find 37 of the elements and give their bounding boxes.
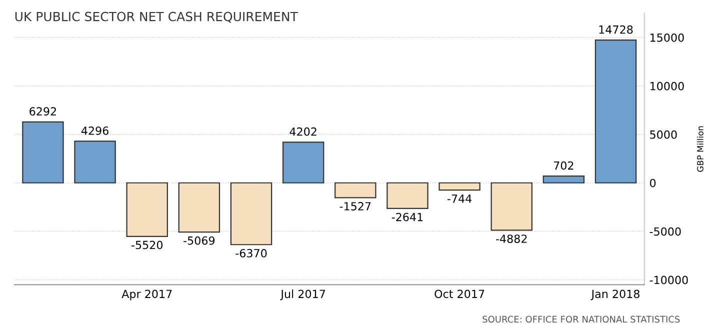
y-tick-label: 10000 — [650, 82, 684, 90]
bar — [334, 182, 376, 198]
source-note: SOURCE: OFFICE FOR NATIONAL STATISTICS — [482, 316, 680, 323]
data-label: 4296 — [81, 126, 108, 135]
bar — [74, 140, 116, 184]
data-label: -744 — [447, 194, 472, 203]
data-label: -2641 — [392, 212, 423, 222]
x-tick-label: Oct 2017 — [434, 290, 484, 298]
bar — [178, 182, 220, 233]
data-label: -4882 — [496, 234, 527, 243]
data-label: 14728 — [599, 25, 633, 34]
data-label: 4202 — [290, 127, 316, 136]
bar — [594, 40, 637, 184]
data-label: 702 — [554, 161, 574, 170]
y-axis-title: GBP Million — [696, 126, 704, 172]
bar — [230, 182, 272, 246]
bar — [126, 182, 168, 237]
bar — [282, 142, 324, 184]
x-tick-label: Jul 2017 — [280, 290, 325, 300]
data-label: 6292 — [30, 107, 56, 116]
y-tick-label: -10000 — [650, 276, 688, 284]
bar — [438, 182, 480, 191]
data-label: -5520 — [132, 240, 163, 250]
y-tick-label: 15000 — [650, 33, 684, 42]
bar — [490, 182, 532, 231]
bar — [542, 176, 585, 184]
y-tick-label: -5000 — [650, 227, 681, 236]
data-label: -6370 — [236, 248, 267, 258]
chart-title: UK PUBLIC SECTOR NET CASH REQUIREMENT — [15, 12, 298, 23]
bar — [22, 121, 64, 184]
x-tick-label: Apr 2017 — [122, 290, 172, 300]
data-label: -1527 — [340, 202, 371, 210]
y-tick-label: 0 — [650, 178, 656, 188]
x-tick-label: Jan 2018 — [590, 290, 640, 300]
data-label: -5069 — [184, 236, 215, 245]
y-tick-label: 5000 — [650, 130, 677, 139]
bar — [386, 182, 428, 210]
